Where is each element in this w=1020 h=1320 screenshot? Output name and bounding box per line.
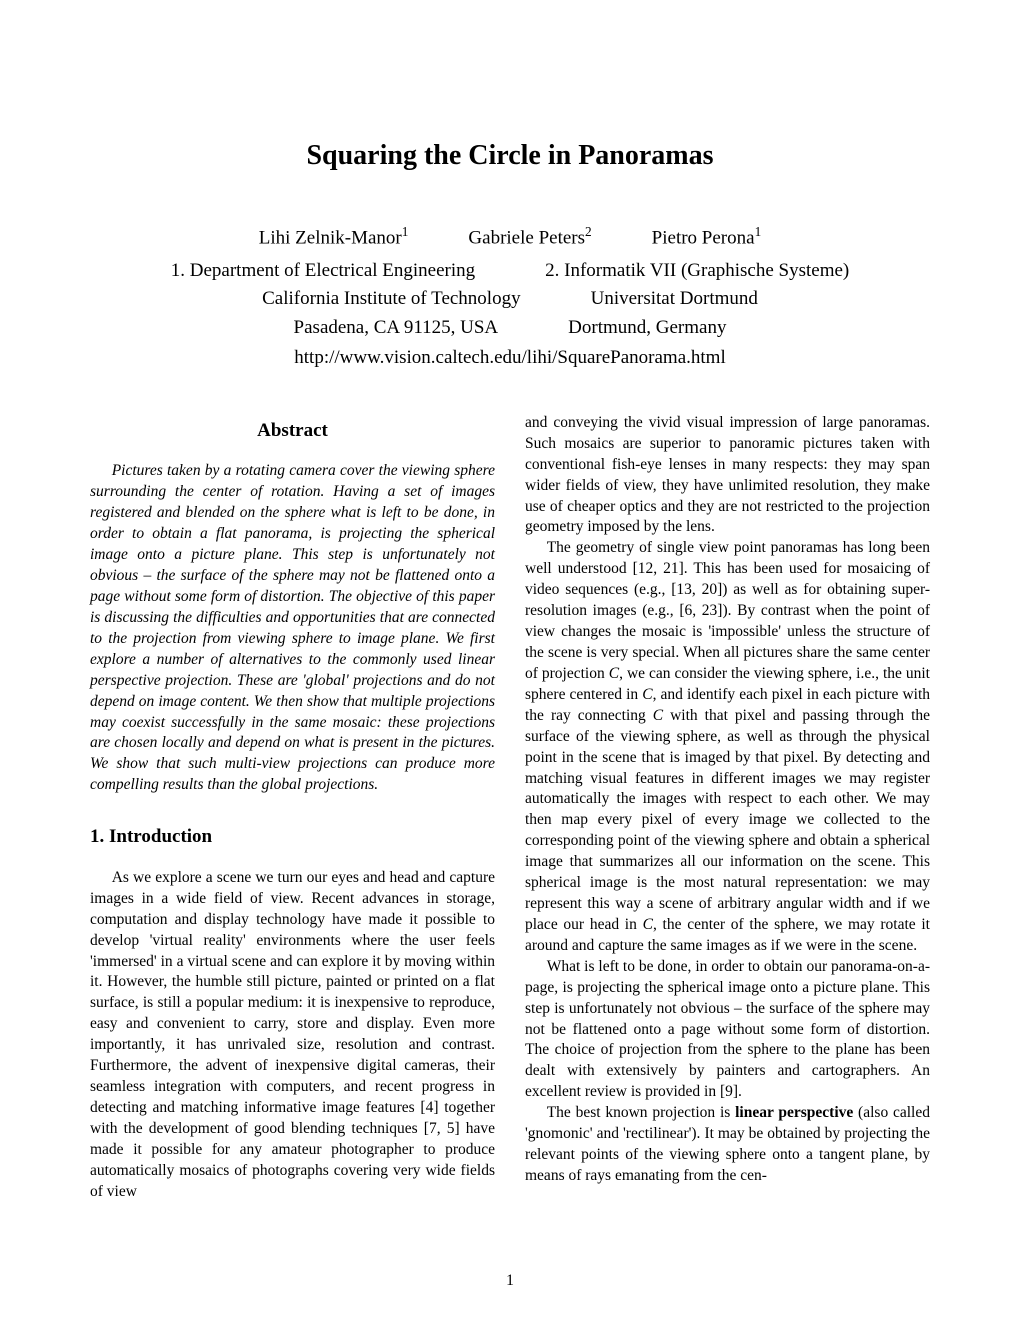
paper-page: Squaring the Circle in Panoramas Lihi Ze… bbox=[0, 0, 1020, 1320]
affiliation-row-2: California Institute of Technology Unive… bbox=[90, 285, 930, 314]
col2-p2-seg-a: The geometry of single view point panora… bbox=[525, 539, 930, 682]
bold-term-linear-perspective: linear perspective bbox=[735, 1104, 853, 1121]
affil-right-1: 2. Informatik VII (Graphische Systeme) bbox=[545, 257, 849, 286]
abstract-heading: Abstract bbox=[90, 418, 495, 444]
author-2: Gabriele Peters2 bbox=[468, 222, 591, 253]
affil-right-2: Universitat Dortmund bbox=[591, 285, 758, 314]
affil-left-3: Pasadena, CA 91125, USA bbox=[294, 314, 499, 343]
page-number: 1 bbox=[0, 1272, 1020, 1290]
math-var-C-4: C bbox=[643, 916, 653, 933]
abstract-body: Pictures taken by a rotating camera cove… bbox=[90, 461, 495, 796]
paper-title: Squaring the Circle in Panoramas bbox=[90, 140, 930, 172]
author-3-sup: 1 bbox=[755, 224, 762, 239]
section-1-para-1: As we explore a scene we turn our eyes a… bbox=[90, 868, 495, 1203]
math-var-C-3: C bbox=[653, 707, 663, 724]
project-url: http://www.vision.caltech.edu/lihi/Squar… bbox=[90, 344, 930, 373]
col2-para-1: and conveying the vivid visual impressio… bbox=[525, 413, 930, 539]
col2-para-2: The geometry of single view point panora… bbox=[525, 538, 930, 956]
left-column: Abstract Pictures taken by a rotating ca… bbox=[90, 413, 495, 1203]
author-1-sup: 1 bbox=[402, 224, 409, 239]
math-var-C-1: C bbox=[609, 665, 619, 682]
author-2-name: Gabriele Peters bbox=[468, 227, 585, 248]
abstract-text: Pictures taken by a rotating camera cove… bbox=[90, 461, 495, 796]
affil-left-2: California Institute of Technology bbox=[262, 285, 520, 314]
col2-para-3: What is left to be done, in order to obt… bbox=[525, 957, 930, 1103]
author-3: Pietro Perona1 bbox=[652, 222, 762, 253]
author-3-name: Pietro Perona bbox=[652, 227, 755, 248]
col2-para-4: The best known projection is linear pers… bbox=[525, 1103, 930, 1187]
author-2-sup: 2 bbox=[585, 224, 592, 239]
col2-p2-seg-d: with that pixel and passing through the … bbox=[525, 707, 930, 933]
author-line: Lihi Zelnik-Manor1 Gabriele Peters2 Piet… bbox=[90, 222, 930, 253]
author-1: Lihi Zelnik-Manor1 bbox=[259, 222, 409, 253]
two-column-body: Abstract Pictures taken by a rotating ca… bbox=[90, 413, 930, 1203]
section-1-heading: 1. Introduction bbox=[90, 824, 495, 850]
math-var-C-2: C bbox=[642, 686, 652, 703]
affiliation-row-1: 1. Department of Electrical Engineering … bbox=[90, 257, 930, 286]
authors-block: Lihi Zelnik-Manor1 Gabriele Peters2 Piet… bbox=[90, 222, 930, 373]
author-1-name: Lihi Zelnik-Manor bbox=[259, 227, 402, 248]
affil-right-3: Dortmund, Germany bbox=[568, 314, 726, 343]
col2-p4-seg-a: The best known projection is bbox=[547, 1104, 735, 1121]
affil-left-1: 1. Department of Electrical Engineering bbox=[171, 257, 475, 286]
affiliation-row-3: Pasadena, CA 91125, USA Dortmund, German… bbox=[90, 314, 930, 343]
right-column: and conveying the vivid visual impressio… bbox=[525, 413, 930, 1203]
